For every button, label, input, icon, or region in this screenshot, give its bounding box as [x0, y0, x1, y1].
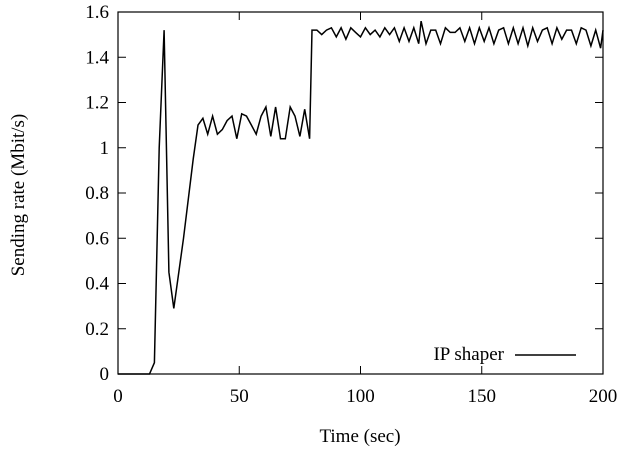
x-tick-label: 100 [346, 386, 375, 407]
y-tick-label: 1 [100, 138, 110, 159]
y-tick-label: 1.4 [85, 47, 109, 68]
y-tick-label: 0.4 [85, 274, 109, 295]
series-group [118, 20, 604, 375]
y-tick-label: 0.6 [85, 228, 109, 249]
x-axis-label: Time (sec) [319, 426, 400, 447]
legend-label: IP shaper [433, 344, 504, 365]
x-tick-label: 150 [468, 386, 497, 407]
legend: IP shaper [433, 344, 576, 365]
x-tick-label: 0 [113, 386, 123, 407]
y-tick-labels: 0 0.2 0.4 0.6 0.8 1 1.2 1.4 1.6 [85, 2, 109, 385]
y-tick-label: 1.2 [85, 93, 109, 114]
y-axis-label: Sending rate (Mbit/s) [8, 114, 29, 277]
y-tick-label: 1.6 [85, 2, 109, 23]
x-tick-labels: 0 50 100 150 200 [113, 386, 617, 407]
plot-frame [117, 11, 604, 375]
y-tick-label: 0.2 [85, 319, 109, 340]
y-tick-label: 0 [100, 364, 110, 385]
series-line-ip-shaper [118, 20, 604, 375]
ticks-group [117, 11, 604, 375]
y-tick-label: 0.8 [85, 183, 109, 204]
x-tick-label: 50 [230, 386, 249, 407]
x-tick-label: 200 [589, 386, 618, 407]
